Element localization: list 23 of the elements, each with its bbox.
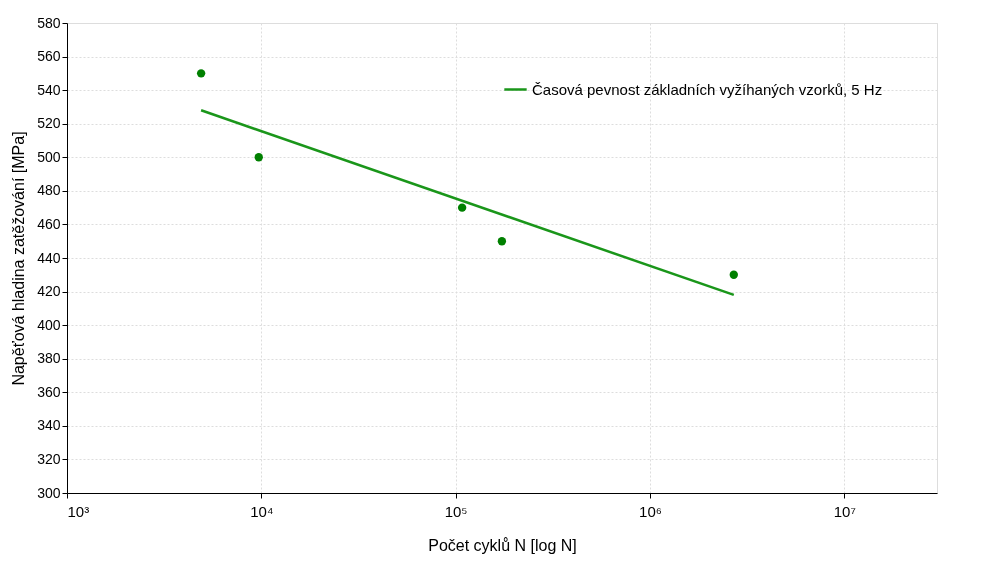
y-tick-label: 560 — [37, 48, 61, 65]
y-tick-label: 480 — [37, 182, 61, 199]
x-tick-label: 10⁴ — [250, 502, 274, 520]
y-tick-label: 520 — [37, 115, 61, 132]
y-tick-label: 360 — [37, 383, 61, 400]
y-tick-label: 380 — [37, 350, 61, 367]
x-tick-label: 10³ — [67, 502, 90, 520]
y-tick-label: 460 — [37, 215, 61, 232]
y-tick-label: 540 — [37, 81, 61, 98]
x-axis-title: Počet cyklů N [log N] — [428, 536, 577, 554]
x-tick-label: 10⁵ — [444, 502, 468, 520]
y-tick-label: 580 — [37, 14, 61, 31]
y-axis-title: Napěťová hladina zatěžování [MPa] — [10, 131, 28, 386]
x-tick-label: 10⁶ — [639, 502, 662, 520]
x-tick-label: 10⁷ — [833, 502, 856, 520]
y-tick-label: 420 — [37, 283, 61, 300]
y-tick-label: 320 — [37, 450, 61, 467]
y-tick-label: 400 — [37, 316, 61, 333]
y-tick-label: 440 — [37, 249, 61, 266]
legend-label: Časová pevnost základních vyžíhaných vzorků, 5 Hz — [532, 80, 883, 98]
y-tick-label: 340 — [37, 417, 61, 434]
y-tick-label: 300 — [37, 484, 61, 501]
y-tick-label: 500 — [37, 148, 61, 165]
